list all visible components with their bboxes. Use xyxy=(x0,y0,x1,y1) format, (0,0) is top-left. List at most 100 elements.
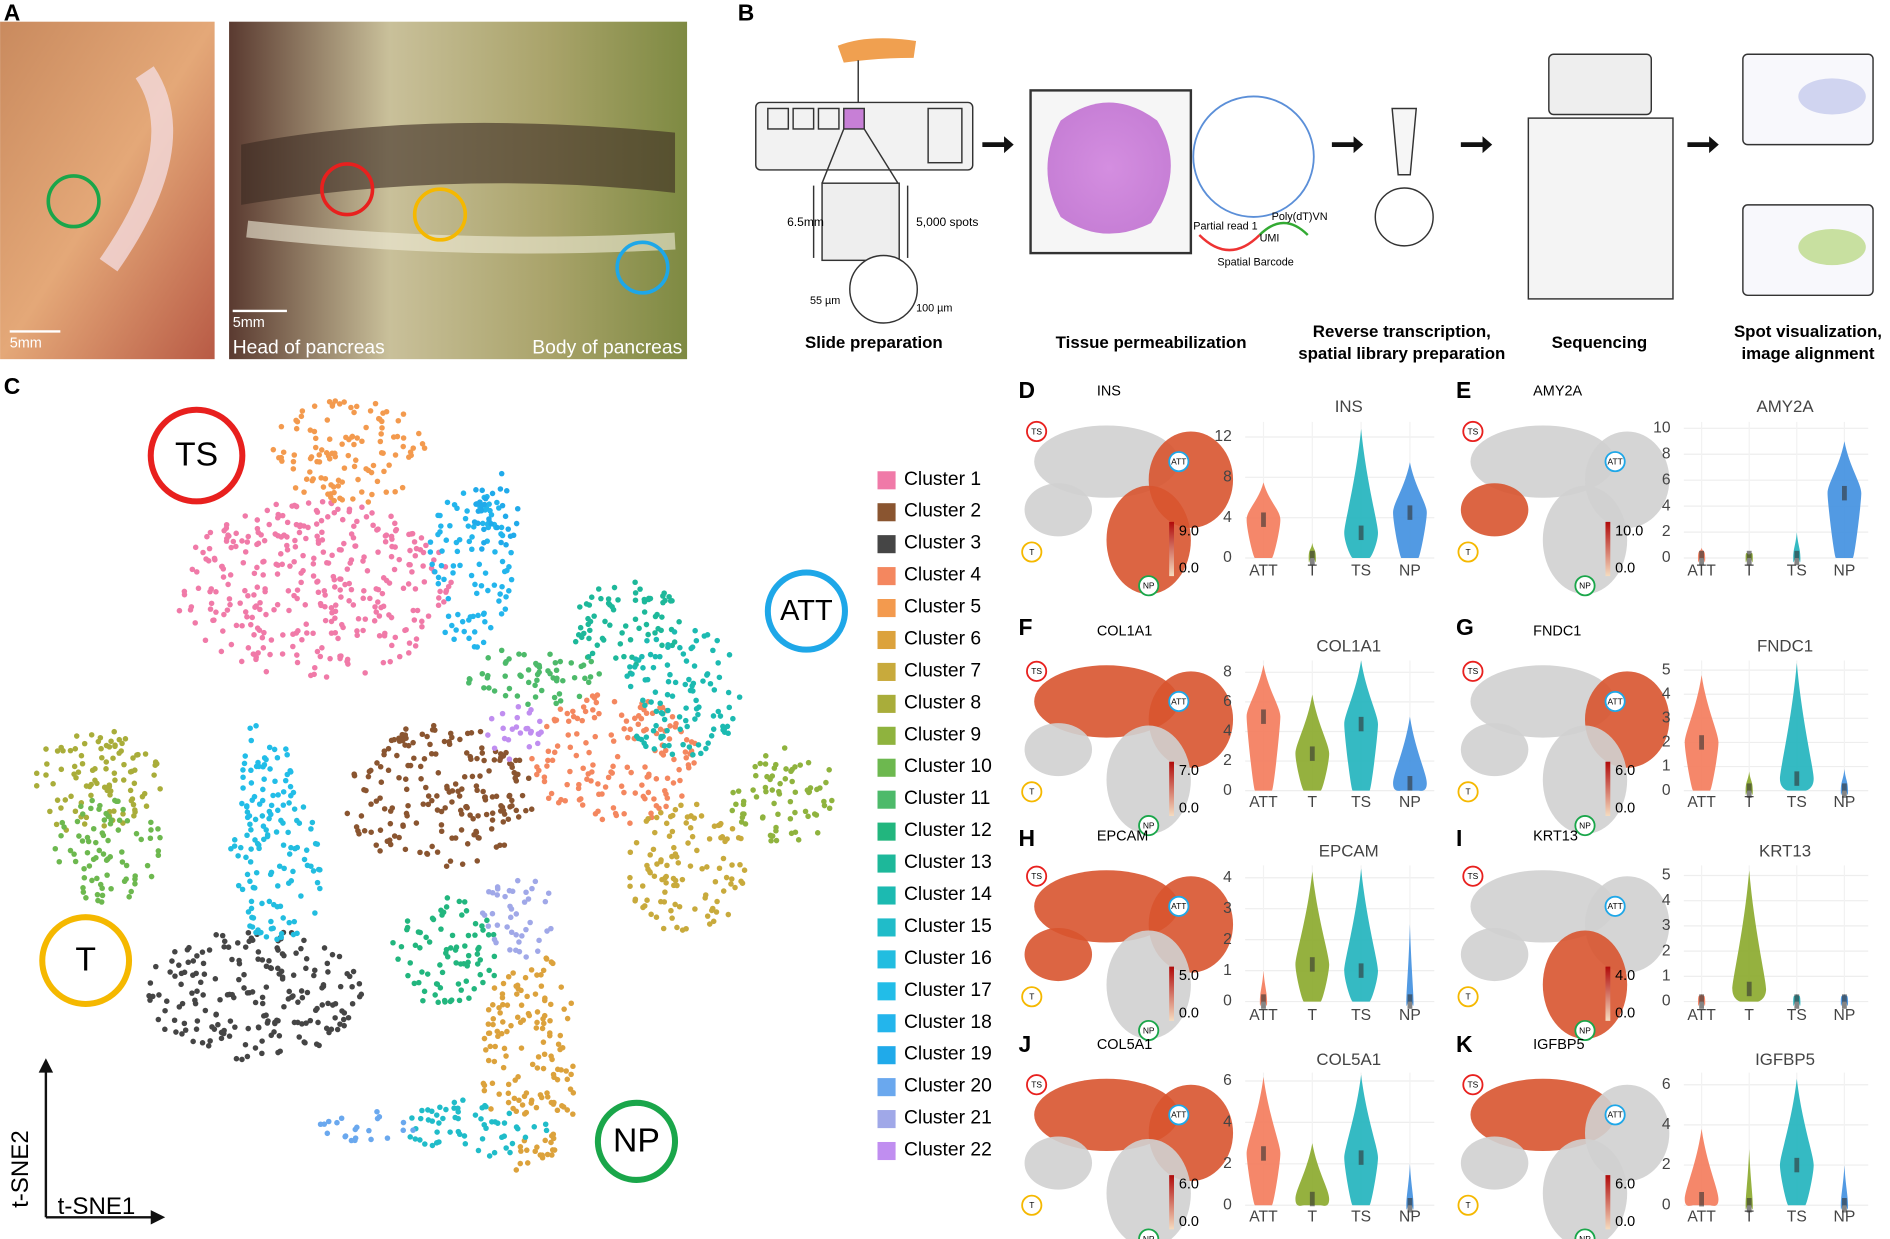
cell-spot xyxy=(763,753,769,759)
cell-spot xyxy=(279,951,286,957)
cell-spot xyxy=(314,648,321,655)
cell-spot xyxy=(84,834,91,841)
cell-spot xyxy=(707,680,714,687)
cell-spot xyxy=(359,438,365,445)
gene-title: INS xyxy=(1097,384,1121,400)
cell-spot xyxy=(105,837,111,844)
cell-spot xyxy=(474,951,481,957)
slide-area xyxy=(817,107,840,130)
cell-spot xyxy=(369,510,375,516)
cell-spot xyxy=(300,552,306,559)
colorbar-min: 0.0 xyxy=(1615,1214,1635,1230)
x-tick-label: TS xyxy=(1787,1208,1807,1225)
cell-spot xyxy=(716,674,723,681)
cell-spot xyxy=(89,797,95,804)
violin xyxy=(1745,1149,1753,1210)
cell-spot xyxy=(341,1010,348,1016)
y-tick-label: 6 xyxy=(1223,1072,1232,1089)
cell-spot xyxy=(481,1087,488,1094)
cell-spot xyxy=(377,795,383,801)
cell-spot xyxy=(407,562,413,568)
cell-spot xyxy=(90,825,97,832)
cell-spot xyxy=(631,715,638,722)
cell-spot xyxy=(769,787,776,793)
cell-spot xyxy=(467,614,474,620)
mini-region-label: NP xyxy=(1579,1025,1591,1035)
y-tick-label: 3 xyxy=(1223,900,1232,917)
cell-spot xyxy=(412,552,419,559)
cell-spot xyxy=(299,408,306,414)
cell-spot xyxy=(500,753,507,759)
cell-spot xyxy=(505,973,512,980)
cell-spot xyxy=(89,877,95,884)
cell-spot xyxy=(641,706,647,713)
cell-spot xyxy=(294,659,301,666)
cell-spot xyxy=(561,1006,567,1012)
cell-spot xyxy=(178,981,184,988)
cell-spot xyxy=(523,807,529,814)
cell-spot xyxy=(532,682,538,689)
cell-spot xyxy=(423,934,429,941)
cell-spot xyxy=(484,917,490,924)
cell-spot xyxy=(683,737,690,743)
cell-spot xyxy=(412,942,419,949)
y-tick-label: 6 xyxy=(1662,471,1671,488)
cell-spot xyxy=(294,652,300,658)
x-tick-label: NP xyxy=(1399,562,1421,579)
cell-spot xyxy=(789,778,795,785)
cell-spot xyxy=(570,1090,577,1096)
colorbar xyxy=(1605,966,1611,1021)
cell-spot xyxy=(286,851,293,857)
cell-spot xyxy=(381,748,388,754)
cell-spot xyxy=(378,431,384,437)
cell-spot xyxy=(33,783,40,789)
cell-spot xyxy=(534,771,540,778)
cell-spot xyxy=(607,602,613,608)
cell-spot xyxy=(449,835,455,841)
cell-spot xyxy=(533,1025,540,1031)
cell-spot xyxy=(254,564,260,571)
cell-spot xyxy=(254,517,261,523)
x-tick-label: T xyxy=(1308,562,1318,579)
cell-spot xyxy=(542,898,549,905)
x-tick-label: ATT xyxy=(1687,794,1716,811)
cell-spot xyxy=(255,1024,262,1030)
cell-spot xyxy=(433,1140,440,1146)
gene-title: KRT13 xyxy=(1533,828,1578,844)
cell-spot xyxy=(665,707,671,714)
y-tick-label: 0 xyxy=(1223,993,1232,1010)
cell-spot xyxy=(664,862,670,869)
cell-spot xyxy=(400,1127,407,1134)
cell-spot xyxy=(263,984,270,990)
cell-spot xyxy=(370,462,377,469)
legend-swatch xyxy=(877,982,896,1001)
x-tick-label: T xyxy=(1744,794,1754,811)
cell-spot xyxy=(278,551,284,557)
cell-spot xyxy=(509,888,516,895)
cell-spot xyxy=(434,849,441,855)
cell-spot xyxy=(688,739,695,745)
cell-spot xyxy=(253,654,259,660)
cell-spot xyxy=(302,1040,308,1046)
cell-spot xyxy=(479,546,485,552)
cell-spot xyxy=(441,599,447,605)
cell-spot xyxy=(372,604,378,610)
cell-spot xyxy=(689,833,696,840)
cell-spot xyxy=(261,558,267,565)
cell-spot xyxy=(182,1027,189,1033)
cell-spot xyxy=(194,1018,201,1024)
cell-spot xyxy=(110,755,116,761)
cell-spot xyxy=(301,856,308,863)
cell-spot xyxy=(233,530,239,537)
cell-spot xyxy=(253,869,260,876)
cell-spot xyxy=(410,1127,416,1133)
cell-spot xyxy=(669,915,675,921)
cell-spot xyxy=(776,788,782,795)
cell-spot xyxy=(181,1020,188,1027)
cell-spot xyxy=(412,1136,419,1142)
cell-spot xyxy=(593,699,600,706)
cell-spot xyxy=(675,860,682,866)
mini-region xyxy=(1462,1074,1484,1096)
cell-spot xyxy=(112,777,118,783)
y-tick-label: 10 xyxy=(1653,419,1671,436)
